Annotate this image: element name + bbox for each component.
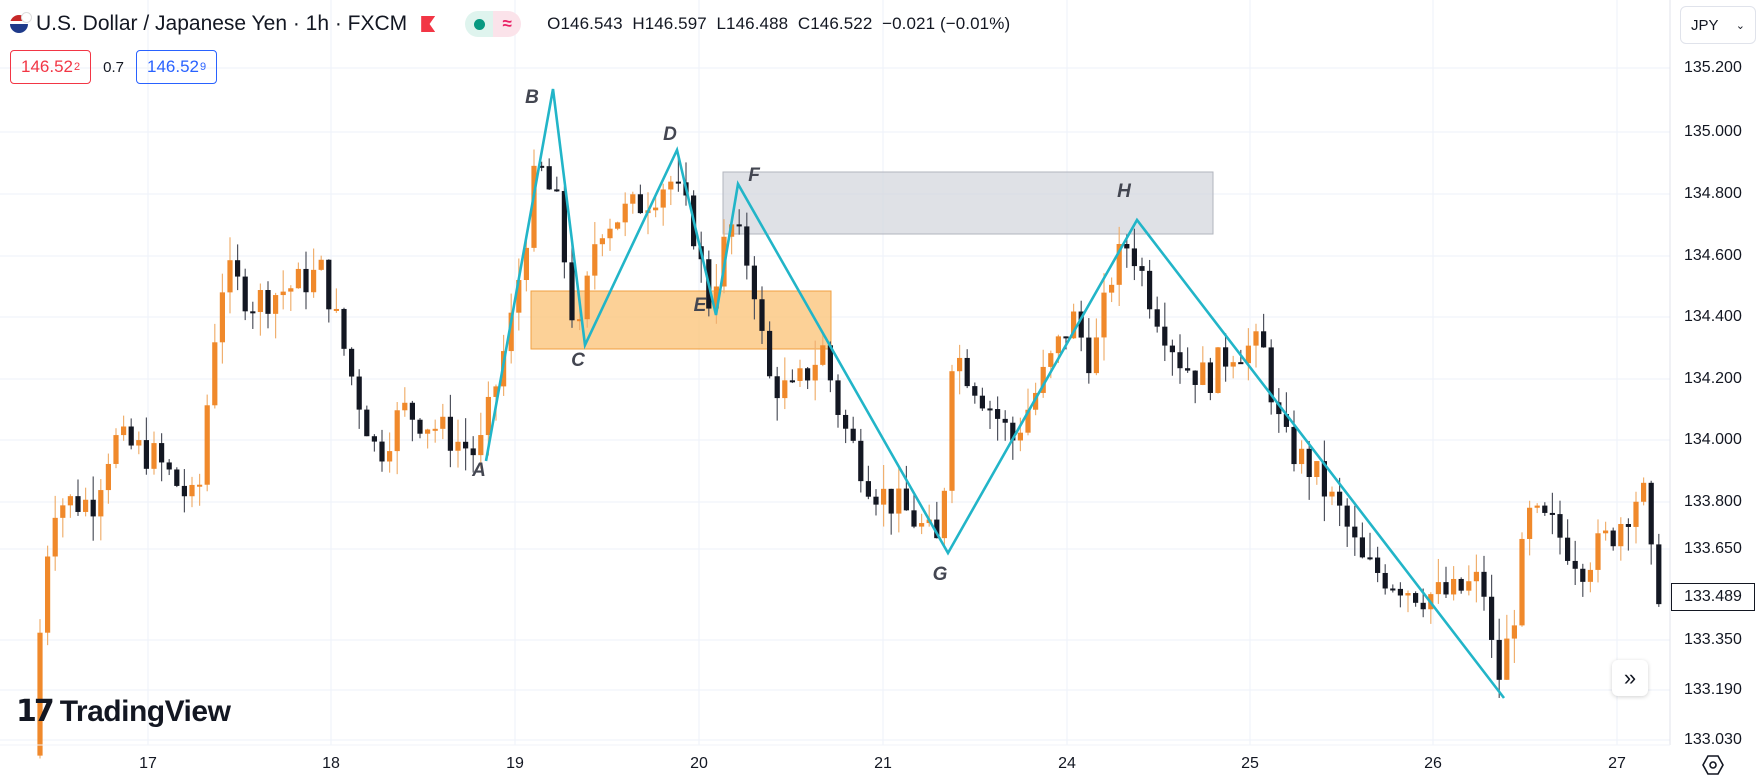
price-axis-label: 133.350 <box>1684 631 1742 648</box>
time-axis-label: 27 <box>1608 755 1626 772</box>
spread-value: 0.7 <box>103 58 124 76</box>
price-axis-label: 135.000 <box>1684 123 1742 140</box>
sell-price: 146.52 <box>21 57 73 76</box>
time-axis-label: 17 <box>139 755 157 772</box>
currency-selector[interactable]: JPY ⌄ <box>1680 6 1756 44</box>
delayed-data-icon: ≈ <box>493 11 522 37</box>
time-axis-label: 26 <box>1424 755 1442 772</box>
grid-lines <box>0 0 1670 745</box>
status-pill[interactable]: ≈ <box>465 11 522 37</box>
hexagon-gear-icon <box>1702 755 1724 775</box>
time-axis-label: 24 <box>1058 755 1076 772</box>
time-axis-label: 20 <box>690 755 708 772</box>
buy-button[interactable]: 146.52 9 <box>135 50 218 84</box>
low-value: L146.488 <box>716 14 789 33</box>
supply-zone-box[interactable] <box>722 171 1214 235</box>
usdjpy-flag-icon <box>10 12 32 33</box>
buy-price-pip: 9 <box>199 61 207 73</box>
time-axis-label: 25 <box>1241 755 1259 772</box>
pattern-point-label-a: A <box>472 460 486 481</box>
buy-price: 146.52 <box>146 57 199 76</box>
price-axis-label: 133.030 <box>1684 731 1742 748</box>
close-value: C146.522 <box>797 14 873 33</box>
pattern-point-label-d: D <box>663 124 677 145</box>
pattern-line[interactable] <box>484 88 1506 699</box>
pattern-point-label-c: C <box>571 350 585 371</box>
price-axis-label: 135.200 <box>1684 59 1742 76</box>
sell-button[interactable]: 146.52 2 <box>10 50 92 84</box>
pattern-point-label-f: F <box>748 165 760 186</box>
price-axis-label: 133.190 <box>1684 681 1742 698</box>
pattern-point-label-g: G <box>932 564 948 585</box>
pattern-point-label-b: B <box>525 87 539 108</box>
candlestick-series <box>37 149 1662 759</box>
time-axis-label: 18 <box>322 755 340 772</box>
pattern-point-label-e: E <box>693 295 707 316</box>
tradingview-mark-icon: 17 <box>16 694 55 729</box>
symbol-title[interactable]: U.S. Dollar / Japanese Yen · 1h · FXCM <box>36 12 408 35</box>
time-axis-label: 19 <box>506 755 524 772</box>
tradingview-wordmark: TradingView <box>59 694 231 728</box>
open-value: O146.543 <box>547 14 623 33</box>
price-axis-label: 133.650 <box>1684 540 1742 557</box>
chart-settings-button[interactable] <box>1700 752 1726 778</box>
price-axis-label: 134.000 <box>1684 431 1742 448</box>
chart-header: U.S. Dollar / Japanese Yen · 1h · FXCM ≈… <box>10 10 1010 38</box>
demand-zone-box[interactable] <box>530 290 832 350</box>
quote-panel: 146.52 2 0.7 146.52 9 <box>10 50 218 84</box>
ohlc-values: O146.543 H146.597 L146.488 C146.522 −0.0… <box>547 14 1010 34</box>
scroll-to-realtime-button[interactable]: » <box>1612 660 1648 696</box>
change-value: −0.021 (−0.01%) <box>882 14 1011 33</box>
time-axis-label: 21 <box>874 755 892 772</box>
double-chevron-right-icon: » <box>1623 665 1637 690</box>
tradingview-logo[interactable]: 17 TradingView <box>16 694 231 729</box>
last-price-tag: 133.489 <box>1671 583 1755 611</box>
price-axis-label: 134.800 <box>1684 185 1742 202</box>
pattern-point-label-h: H <box>1117 181 1131 202</box>
chevron-down-icon: ⌄ <box>1735 19 1745 32</box>
market-open-dot-icon <box>465 11 494 37</box>
red-flag-icon[interactable] <box>421 16 436 32</box>
price-axis-label: 134.600 <box>1684 247 1742 264</box>
price-axis-label: 134.200 <box>1684 370 1742 387</box>
currency-label: JPY <box>1691 16 1719 34</box>
price-axis-label: 134.400 <box>1684 308 1742 325</box>
price-axis-label: 133.800 <box>1684 493 1742 510</box>
high-value: H146.597 <box>632 14 707 33</box>
sell-price-pip: 2 <box>74 61 81 73</box>
